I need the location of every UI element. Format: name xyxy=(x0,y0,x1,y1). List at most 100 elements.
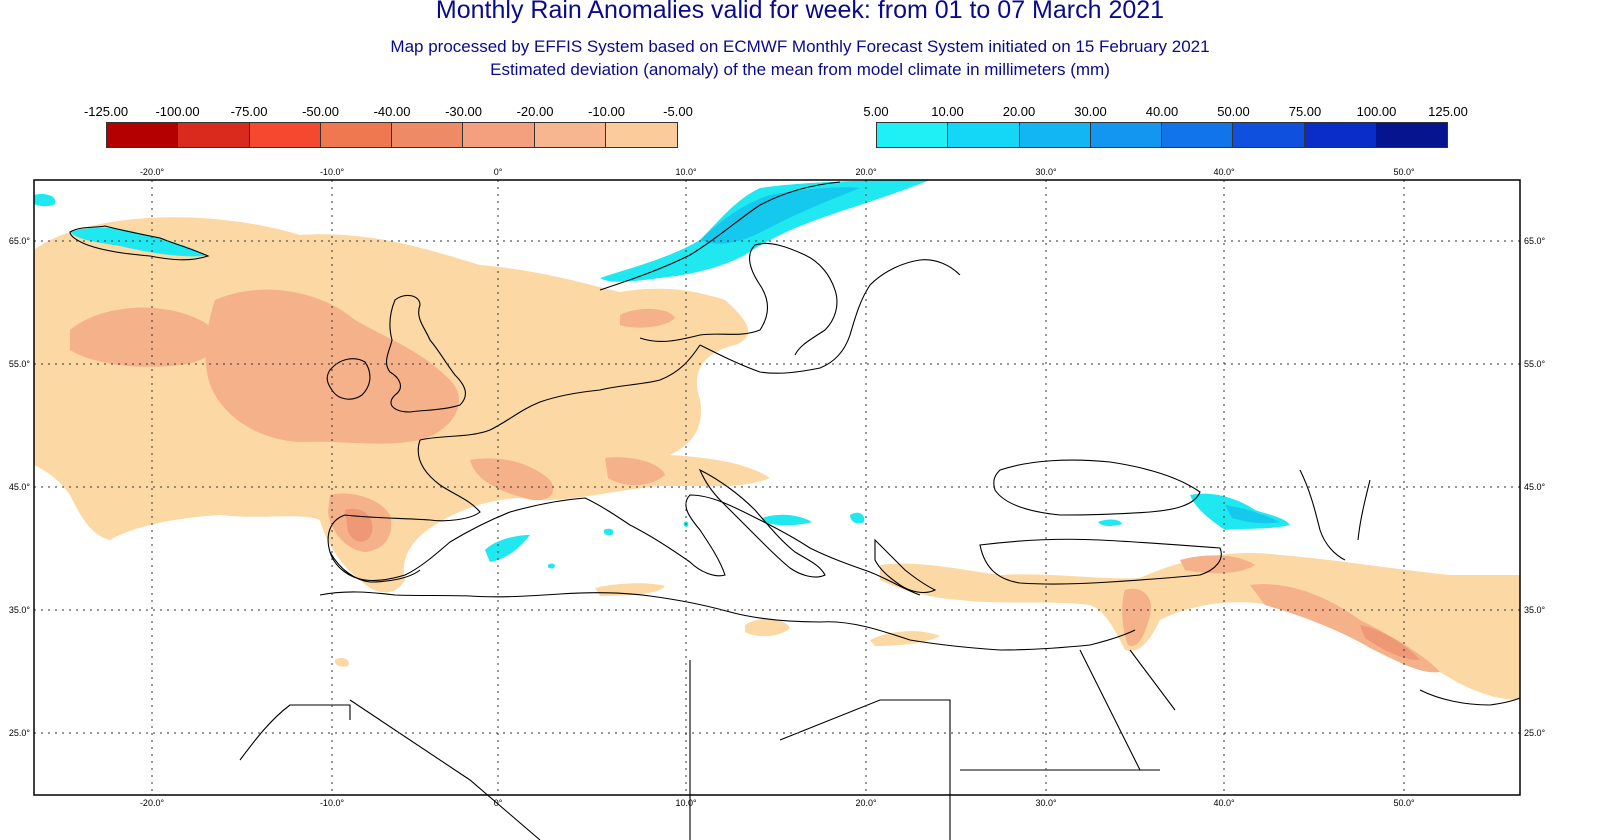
longitude-tick-label: -10.0° xyxy=(320,167,345,177)
dry-medium-atlantic-west xyxy=(70,307,218,367)
legend-negative-swatch xyxy=(463,123,535,147)
longitude-tick-label: 20.0° xyxy=(855,798,877,808)
wet-anomaly-light xyxy=(34,180,1290,569)
longitude-tick-label: 30.0° xyxy=(1035,798,1057,808)
legend-positive-label: 10.00 xyxy=(931,104,964,119)
longitude-tick-label: 40.0° xyxy=(1213,167,1235,177)
longitude-tick-label: -20.0° xyxy=(140,167,165,177)
longitude-labels-bottom: -20.0° -10.0° 0° 10.0° 20.0° 30.0° 40.0° 50.0° xyxy=(140,798,1415,808)
latitude-tick-label: 35.0° xyxy=(1524,605,1546,615)
legend-positive-swatch xyxy=(877,123,949,147)
longitude-labels-top: -20.0° -10.0° 0° 10.0° 20.0° 30.0° 40.0° 50.0° xyxy=(140,167,1415,177)
legend-positive-swatch xyxy=(1162,123,1234,147)
dry-medium-france xyxy=(470,458,554,501)
dry-medium-alps xyxy=(605,457,665,486)
wet-area-norway xyxy=(600,180,930,282)
coast-baltic xyxy=(699,259,961,374)
legend-positive-label: 100.00 xyxy=(1356,104,1397,119)
border-sahara xyxy=(689,660,1160,840)
legend-positive-colorbar xyxy=(876,122,1448,148)
legend-negative-swatch xyxy=(392,123,464,147)
coast-north-africa xyxy=(319,591,1136,651)
legend-negative-swatch xyxy=(534,123,606,147)
map-graticule xyxy=(34,180,1520,795)
coast-iceland xyxy=(69,225,210,261)
legend-positive-label: 125.00 xyxy=(1428,104,1468,119)
latitude-labels-left: 65.0° 55.0° 45.0° 35.0° 25.0° xyxy=(9,236,31,738)
wet-medium-caucasus xyxy=(1225,505,1280,524)
legend-positive-swatch xyxy=(1304,123,1376,147)
coast-turkey xyxy=(979,538,1222,585)
legend-positive-swatch xyxy=(948,123,1020,147)
coast-black-sea xyxy=(993,459,1201,516)
coast-red-sea xyxy=(1079,649,1176,771)
coast-persian-gulf xyxy=(1419,689,1521,706)
coastlines-and-borders xyxy=(69,181,1521,840)
latitude-tick-label: 55.0° xyxy=(9,359,31,369)
page-subtitle-processing: Map processed by EFFIS System based on E… xyxy=(390,37,1210,56)
wet-area-greenland-corner xyxy=(34,194,56,207)
coast-western-europe xyxy=(327,344,921,596)
legend-negative-swatch xyxy=(178,123,250,147)
longitude-tick-label: 10.0° xyxy=(675,167,697,177)
dry-medium-levant xyxy=(1122,588,1151,646)
longitude-tick-label: -10.0° xyxy=(320,798,345,808)
latitude-tick-label: 45.0° xyxy=(1524,482,1546,492)
legend-positive-swatch xyxy=(1375,123,1447,147)
longitude-tick-label: 0° xyxy=(494,167,503,177)
dry-medium-british-isles xyxy=(205,289,459,444)
coast-italy xyxy=(698,468,826,578)
latitude-tick-label: 55.0° xyxy=(1524,359,1546,369)
longitude-tick-label: 50.0° xyxy=(1393,167,1415,177)
coast-great-britain xyxy=(386,294,466,413)
legend-negative-label: -40.00 xyxy=(373,104,411,119)
legend-positive-label: 40.00 xyxy=(1145,104,1179,119)
legend-positive-anomalies: 5.00 10.00 20.00 30.00 40.00 50.00 75.00 100.00… xyxy=(863,104,1468,148)
legend-negative-swatch xyxy=(107,123,179,147)
legend-positive-swatch xyxy=(1233,123,1305,147)
legend-negative-swatch xyxy=(249,123,321,147)
coast-caspian xyxy=(1299,469,1371,561)
page-subtitle-units: Estimated deviation (anomaly) of the mea… xyxy=(490,60,1110,79)
legend-negative-anomalies: -125.00 -100.00 -75.00 -50.00 -40.00 -30.00 -2… xyxy=(84,104,693,148)
page-title: Monthly Rain Anomalies valid for week: f… xyxy=(435,0,1165,24)
latitude-labels-right: 65.0° 55.0° 45.0° 35.0° 25.0° xyxy=(1524,236,1546,738)
legend-positive-label: 50.00 xyxy=(1217,104,1250,119)
legend-positive-label: 5.00 xyxy=(863,104,889,119)
map-frame-border xyxy=(33,179,1521,796)
dry-medium-north-sea xyxy=(620,308,675,328)
latitude-tick-label: 65.0° xyxy=(1524,236,1546,246)
legend-negative-label: -20.00 xyxy=(516,104,554,119)
longitude-tick-label: 40.0° xyxy=(1213,798,1235,808)
wet-area-black-sea xyxy=(1098,519,1122,527)
legend-negative-label: -5.00 xyxy=(663,104,693,119)
legend-negative-swatch xyxy=(320,123,392,147)
legend-positive-swatch xyxy=(1090,123,1162,147)
wet-area-balearic xyxy=(485,535,530,562)
latitude-tick-label: 45.0° xyxy=(9,482,31,492)
longitude-tick-label: 10.0° xyxy=(675,798,697,808)
latitude-tick-label: 35.0° xyxy=(9,605,31,615)
dry-area-libya xyxy=(745,618,790,637)
legend-negative-label: -75.00 xyxy=(230,104,268,119)
longitude-tick-label: -20.0° xyxy=(140,798,165,808)
rain-anomaly-map: -20.0° -10.0° 0° 10.0° 20.0° 30.0° 40.0° 50.0° … xyxy=(9,167,1546,840)
wet-area-balkans xyxy=(850,512,865,524)
wet-anomaly-medium xyxy=(700,187,1280,524)
legend-negative-colorbar xyxy=(106,122,678,148)
legend-negative-label: -10.00 xyxy=(588,104,625,119)
wet-area-sardinia xyxy=(603,528,614,536)
latitude-tick-label: 25.0° xyxy=(9,728,31,738)
legend-negative-label: -125.00 xyxy=(83,104,129,119)
legend-negative-label: -100.00 xyxy=(155,104,200,119)
latitude-tick-label: 25.0° xyxy=(1524,728,1546,738)
wet-area-adriatic xyxy=(762,514,812,526)
legend-positive-swatch xyxy=(1019,123,1091,147)
dry-strong-zagros xyxy=(1360,625,1420,660)
longitude-tick-label: 0° xyxy=(494,798,503,808)
dry-area-mediterranean-east xyxy=(880,552,1520,700)
legend-positive-labels: 5.00 10.00 20.00 30.00 40.00 50.00 75.00 100.00… xyxy=(863,104,1468,119)
longitude-tick-label: 30.0° xyxy=(1035,167,1057,177)
legend-negative-swatch xyxy=(605,123,677,147)
legend-negative-label: -30.00 xyxy=(445,104,482,119)
